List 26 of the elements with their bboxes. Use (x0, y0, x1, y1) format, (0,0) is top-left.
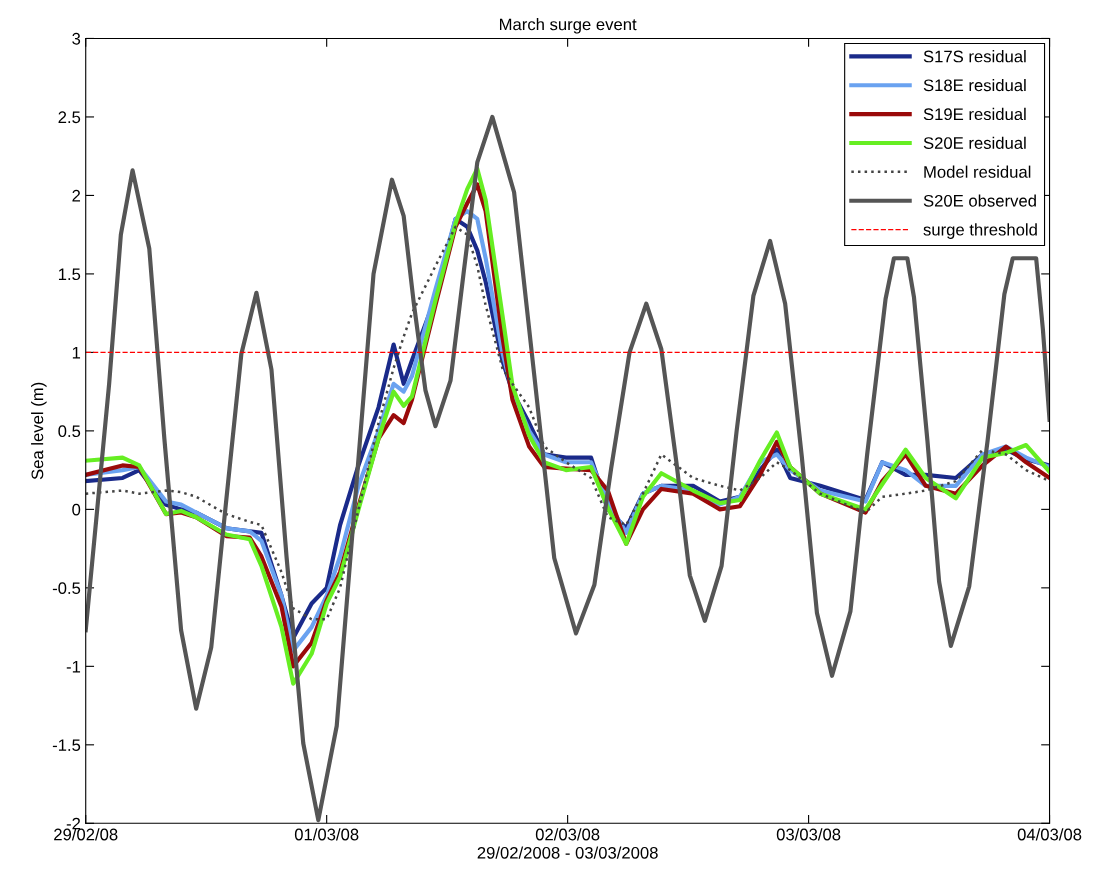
legend-label: S19E residual (923, 107, 1026, 121)
y-tick-label: 3 (72, 32, 81, 45)
x-tick-label: 02/03/08 (535, 828, 600, 841)
x-tick-label: 03/03/08 (776, 828, 841, 841)
legend-label: S20E observed (923, 194, 1036, 207)
x-axis-title: 29/02/2008 - 03/03/2008 (477, 846, 658, 859)
x-tick-label: 04/03/08 (1017, 828, 1082, 841)
y-tick-label: 0 (72, 503, 81, 516)
y-tick-label: -0.5 (52, 582, 81, 595)
y-tick-label: -1.5 (52, 739, 81, 752)
y-tick-label: -2 (66, 817, 81, 830)
x-tick-label: 01/03/08 (294, 828, 359, 841)
y-tick-label: 0.5 (58, 425, 81, 438)
y-tick-label: 1 (72, 346, 81, 359)
y-tick-label: 2 (72, 189, 81, 202)
y-tick-label: -1 (66, 660, 81, 673)
y-tick-label: 1.5 (58, 268, 81, 281)
x-tick-label: 29/02/08 (54, 828, 118, 841)
y-axis-title: Sea level (m) (31, 382, 47, 480)
legend-label: S20E residual (923, 136, 1026, 149)
chart-title: March surge event (499, 18, 637, 34)
legend-label: surge threshold (923, 223, 1037, 239)
legend-label: Model residual (924, 165, 1031, 178)
legend-label: S18E residual (923, 78, 1026, 92)
y-tick-label: 2.5 (58, 111, 81, 124)
legend-label: S17S residual (923, 50, 1026, 63)
